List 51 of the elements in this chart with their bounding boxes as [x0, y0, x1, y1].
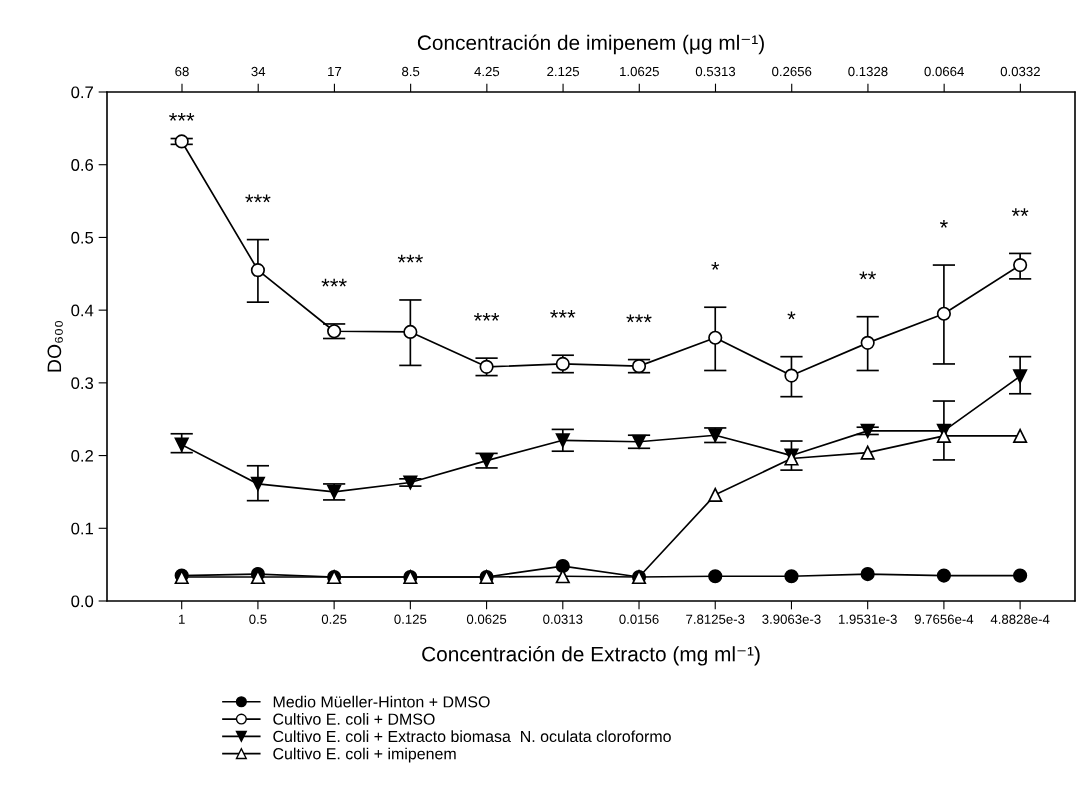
x-tick-label: 0.125	[394, 614, 427, 624]
annotation: ***	[397, 254, 423, 263]
x2-tick-label: 4.25	[474, 66, 500, 77]
y-tick-label: 0.1	[71, 522, 93, 535]
x-axis-title: Concentración de Extracto (mg ml⁻¹)	[422, 645, 760, 666]
x-tick-label: 9.7656e-4	[914, 614, 974, 624]
x2-axis-title: Concentración de imipenem (μg ml⁻¹)	[417, 34, 764, 55]
annotation: ***	[321, 278, 347, 287]
x2-tick-label: 8.5	[402, 66, 420, 77]
annotation: ***	[473, 312, 500, 321]
x-tick-label: 3.9063e-3	[762, 614, 821, 624]
legend-label: Cultivo E. coli + DMSO	[273, 713, 435, 725]
y-tick-label: 0.0	[71, 595, 94, 608]
x-tick-label: 0.0156	[619, 614, 659, 624]
y-tick-label: 0.2	[71, 449, 93, 462]
x2-tick-label: 2.125	[547, 66, 580, 77]
x-tick-label: 0.25	[321, 614, 347, 624]
annotation: **	[1011, 208, 1029, 217]
x-tick-label: 4.8828e-4	[990, 614, 1050, 624]
x2-tick-label: 1.0625	[620, 66, 659, 77]
x2-tick-label: 0.1328	[848, 66, 888, 77]
annotation: ***	[169, 113, 195, 121]
annotation: ***	[626, 314, 652, 323]
x-tick-label: 0.5	[249, 614, 267, 624]
x2-tick-label: 0.2656	[772, 66, 812, 77]
x2-tick-label: 68	[175, 66, 189, 77]
annotation: *	[711, 262, 720, 270]
annotation: ***	[550, 310, 576, 318]
x-tick-label: 1	[179, 614, 185, 624]
x2-tick-label: 34	[251, 66, 266, 77]
y-tick-label: 0.3	[71, 377, 94, 390]
x2-tick-label: 0.5313	[695, 66, 736, 77]
legend-label: Cultivo E. coli + imipenem	[273, 747, 456, 763]
y-tick-label: 0.4	[71, 304, 94, 317]
y-tick-label: 0.6	[71, 159, 94, 171]
annotation: *	[787, 311, 796, 320]
x-tick-label: 0.0313	[543, 614, 583, 624]
annotation: *	[939, 219, 948, 228]
y-tick-label: 0.5	[71, 231, 94, 244]
x2-tick-label: 0.0664	[924, 66, 964, 77]
x-tick-label: 1.9531e-3	[838, 614, 897, 624]
y-tick-label: 0.7	[71, 86, 93, 99]
x2-tick-label: 17	[328, 66, 342, 77]
legend-label: Cultivo E. coli + Extracto biomasa N. oculata cloroformo	[273, 730, 671, 743]
y-axis-title: DO₆₀₀	[47, 320, 63, 372]
x-tick-label: 0.0625	[466, 614, 507, 624]
x-tick-label: 7.8125e-3	[686, 614, 745, 624]
legend-label: Medio Müeller-Hinton + DMSO	[273, 695, 490, 708]
annotation: ***	[245, 194, 271, 203]
x2-tick-label: 0.0332	[1000, 66, 1040, 77]
annotation: **	[859, 271, 876, 280]
